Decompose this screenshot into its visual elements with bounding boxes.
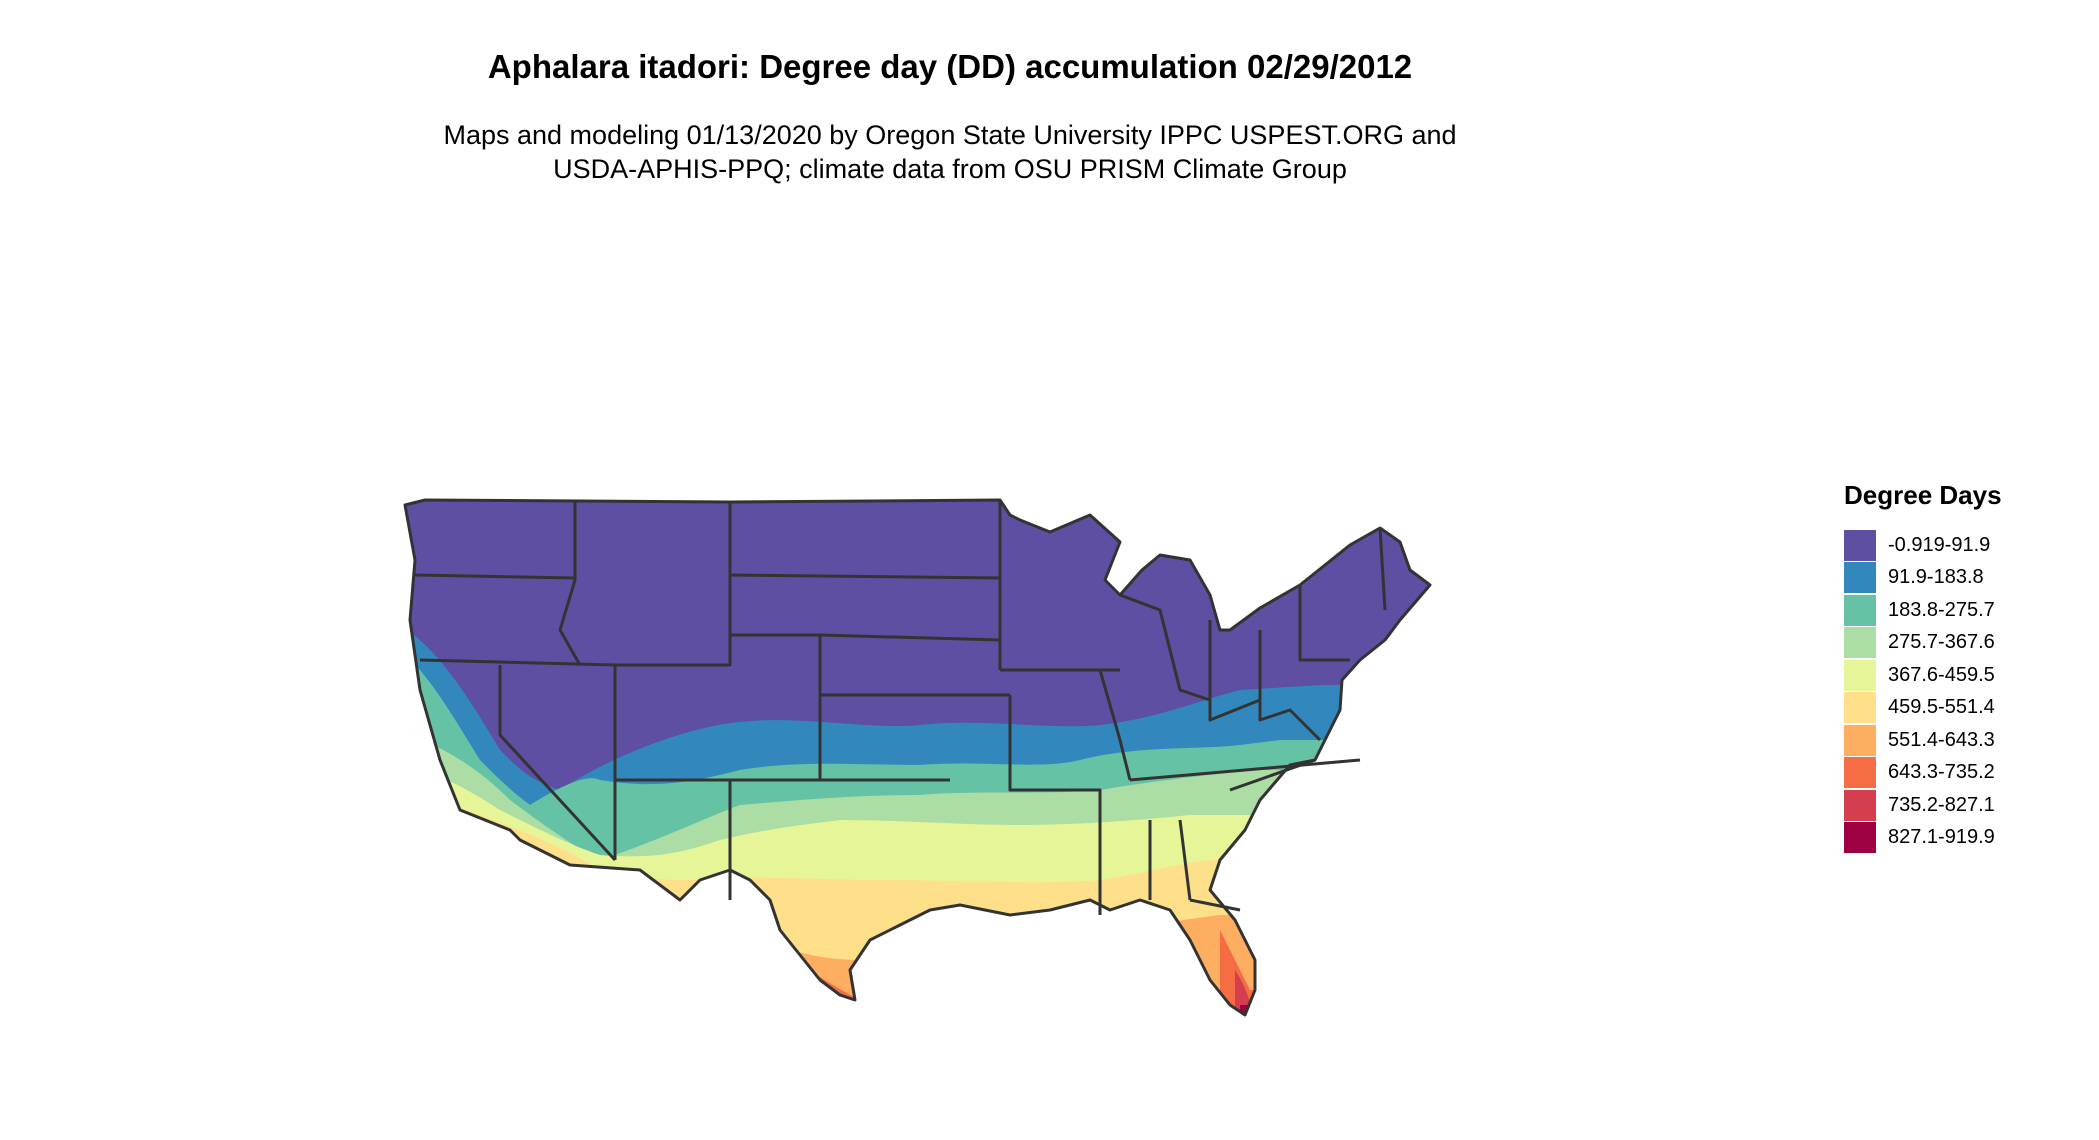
legend-item: 735.2-827.1 [1844, 789, 2002, 822]
border-id-west [558, 500, 582, 666]
border-wi-il-in [1119, 593, 1211, 702]
legend-item: 275.7-367.6 [1844, 627, 2002, 660]
band-9 [1240, 1005, 1430, 1015]
us-outline [403, 498, 1432, 1017]
border-al-ga [1178, 819, 1192, 901]
legend-title: Degree Days [1844, 480, 2002, 510]
legend-item: 91.9-183.8 [1844, 562, 2002, 595]
state-borders [403, 498, 1432, 1017]
legend-item: 827.1-919.9 [1844, 822, 2002, 855]
legend-swatch [1844, 529, 1876, 561]
border-in-oh [1208, 620, 1261, 722]
border-ny-pa [1298, 585, 1350, 662]
border-ok-ar [1008, 695, 1102, 915]
legend-swatch [1844, 724, 1876, 756]
border-or-ca-nv [419, 658, 616, 667]
legend-swatch [1844, 562, 1876, 594]
legend-label: 827.1-919.9 [1888, 826, 1995, 849]
legend-label: 367.6-459.5 [1888, 663, 1995, 686]
legend-item: 643.3-735.2 [1844, 757, 2002, 790]
legend-item: -0.919-91.9 [1844, 529, 2002, 562]
legend-label: 551.4-643.3 [1888, 728, 1995, 751]
subtitle-line-1: Maps and modeling 01/13/2020 by Oregon S… [443, 120, 1457, 150]
border-nd-sd [729, 573, 1001, 580]
legend-item: 551.4-643.3 [1844, 724, 2002, 757]
us-degree-day-map [403, 498, 1432, 1017]
legend-item: 183.8-275.7 [1844, 594, 2002, 627]
border-ut-co [615, 633, 822, 780]
legend-label: 183.8-275.7 [1888, 598, 1995, 621]
border-wa-or [414, 573, 576, 580]
border-tn-ky [1129, 758, 1361, 782]
legend: Degree Days -0.919-91.9 91.9-183.8 183.8-2… [1844, 480, 2002, 854]
border-oh-pa-wv [1258, 630, 1322, 742]
legend-label: 275.7-367.6 [1888, 631, 1995, 654]
legend-swatch [1844, 659, 1876, 691]
legend-label: 735.2-827.1 [1888, 793, 1995, 816]
border-ca-nv [498, 665, 617, 862]
legend-label: -0.919-91.9 [1888, 533, 1991, 556]
degree-day-bands [405, 500, 1430, 1015]
legend-swatch [1844, 822, 1876, 854]
map-title: Aphalara itadori: Degree day (DD) accumu… [487, 48, 1413, 85]
border-mo-il [1098, 669, 1132, 781]
border-sd-ne [819, 633, 1001, 642]
band-7 [780, 930, 1430, 1015]
legend-items: -0.919-91.9 91.9-183.8 183.8-275.7 275.7-36… [1844, 529, 2002, 854]
legend-swatch [1844, 594, 1876, 626]
border-nc-sc [1229, 758, 1316, 792]
border-fl-north [1189, 898, 1241, 912]
border-vt-nh [1378, 527, 1387, 611]
legend-label: 459.5-551.4 [1888, 696, 1995, 719]
map-subtitle: Maps and modeling 01/13/2020 by Oregon S… [0, 118, 1900, 186]
legend-label: 643.3-735.2 [1888, 761, 1995, 784]
legend-label: 91.9-183.8 [1888, 566, 1984, 589]
legend-swatch [1844, 789, 1876, 821]
band-8 [1235, 970, 1430, 1015]
subtitle-line-2: USDA-APHIS-PPQ; climate data from OSU PR… [553, 154, 1347, 184]
legend-swatch [1844, 627, 1876, 659]
legend-item: 459.5-551.4 [1844, 692, 2002, 725]
legend-item: 367.6-459.5 [1844, 659, 2002, 692]
legend-swatch [1844, 692, 1876, 724]
legend-swatch [1844, 757, 1876, 789]
